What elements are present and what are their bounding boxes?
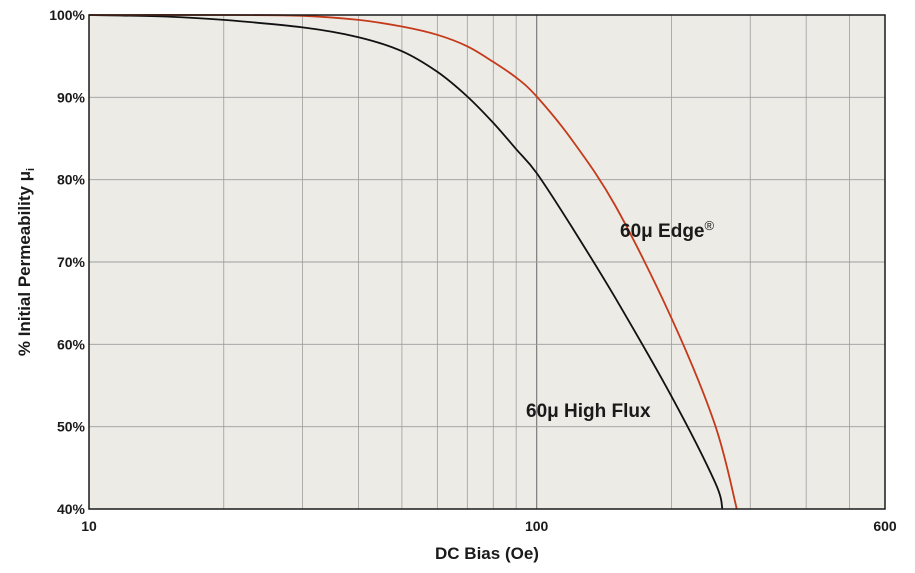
y-tick-label: 90% — [57, 89, 86, 105]
x-tick-label: 10 — [81, 518, 97, 534]
y-axis-title-subscript: i — [25, 168, 37, 171]
y-tick-label: 40% — [57, 501, 86, 517]
x-axis-ticks: 10 100 600 — [81, 518, 897, 534]
y-tick-label: 60% — [57, 336, 86, 352]
plot-frame — [88, 14, 886, 510]
y-axis-title-text: % Initial Permeability μ — [15, 171, 34, 356]
y-axis-title: % Initial Permeability μi — [15, 168, 37, 356]
y-axis-ticks: 40% 50% 60% 70% 80% 90% 100% — [49, 7, 85, 517]
y-tick-label: 80% — [57, 172, 86, 188]
registered-mark: ® — [705, 218, 715, 233]
series-line-high-flux — [88, 14, 724, 510]
y-tick-label: 50% — [57, 419, 86, 435]
series-layer — [88, 14, 738, 510]
series-line-edge — [88, 14, 738, 510]
series-label-edge: 60μ Edge® — [620, 218, 715, 242]
y-tick-label: 70% — [57, 254, 86, 270]
series-labels: 60μ High Flux 60μ Edge® — [526, 218, 715, 422]
x-tick-label: 100 — [525, 518, 549, 534]
y-tick-label: 100% — [49, 7, 85, 23]
x-axis-title: DC Bias (Oe) — [435, 544, 539, 563]
series-label-edge-text: 60μ Edge — [620, 221, 705, 242]
x-tick-label: 600 — [873, 518, 897, 534]
series-label-high-flux: 60μ High Flux — [526, 401, 651, 422]
